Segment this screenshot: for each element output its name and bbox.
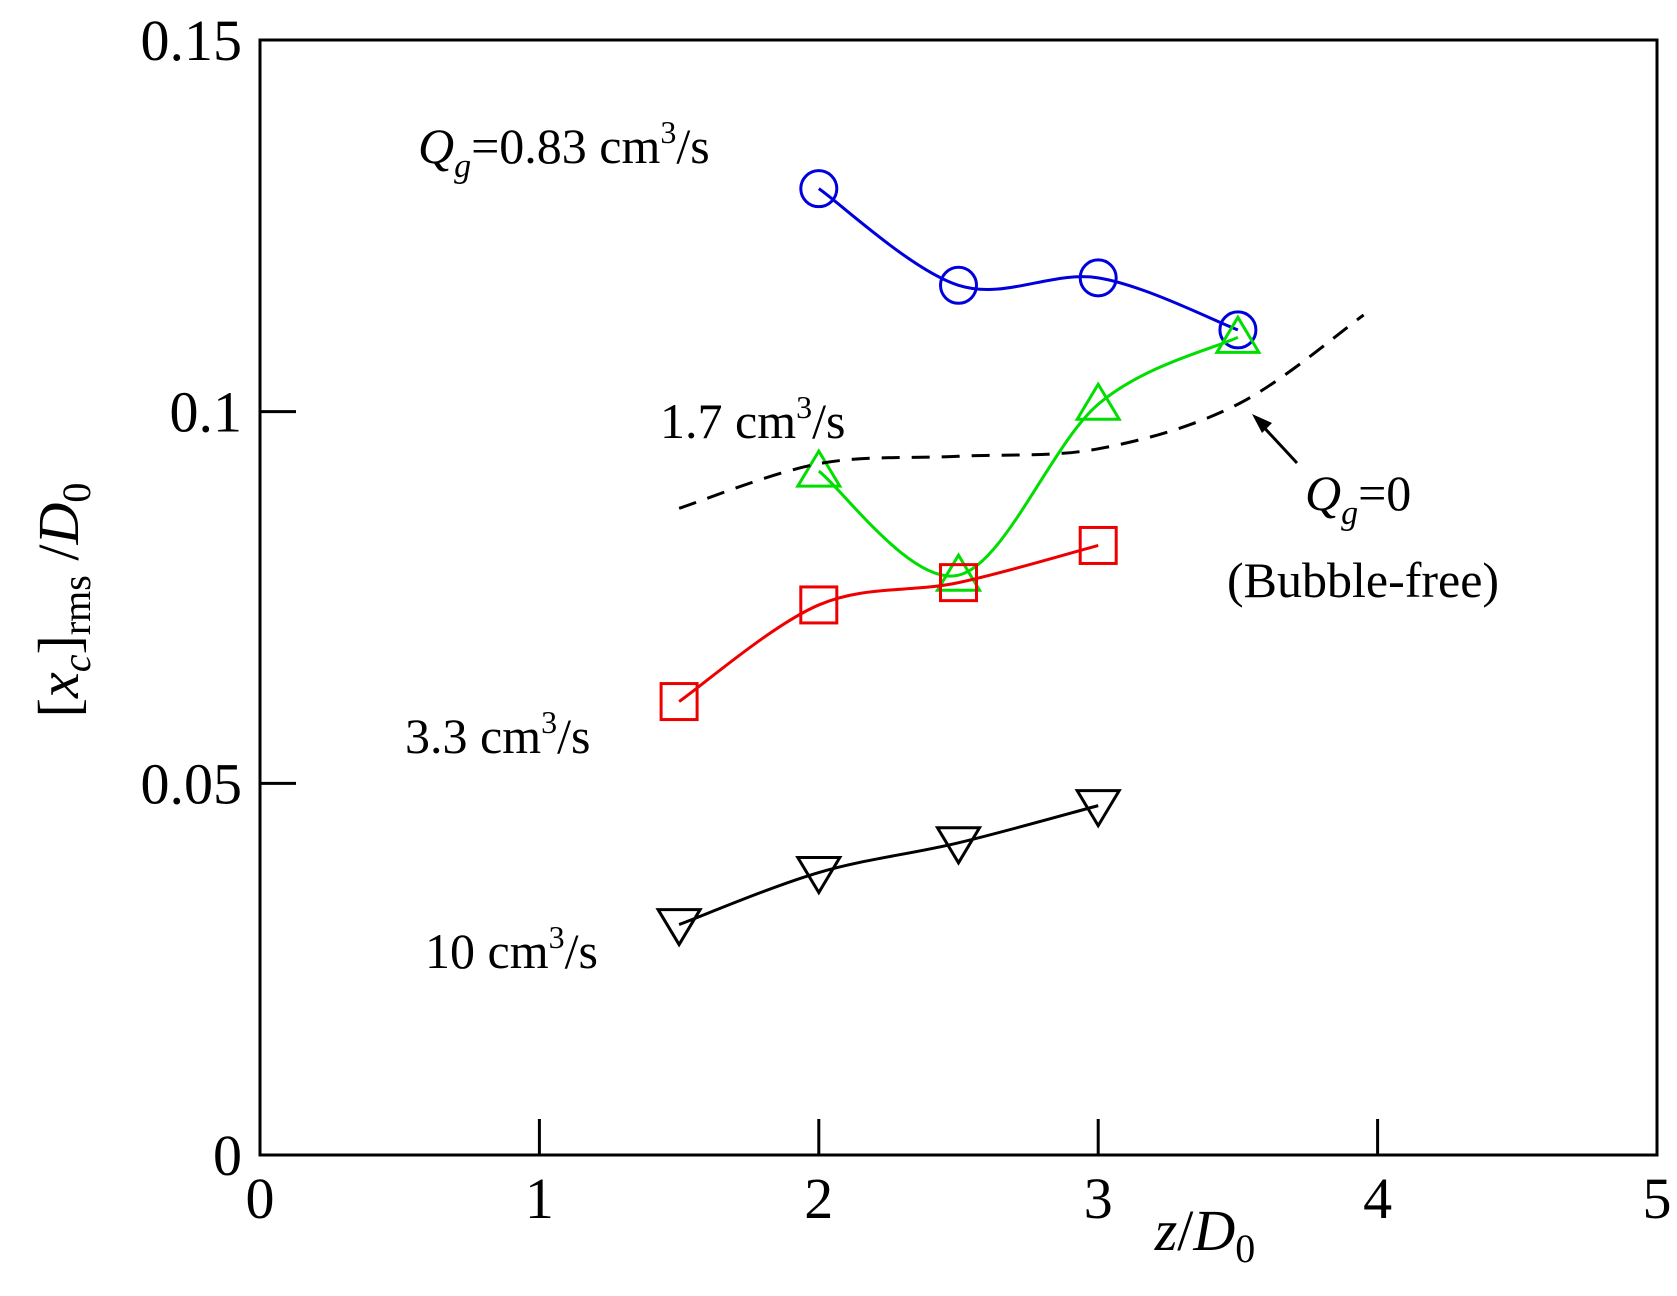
y-tick-label: 0.15 xyxy=(141,8,243,73)
x-tick-label: 4 xyxy=(1363,1166,1392,1231)
annotation-q083-unit: /s xyxy=(676,118,709,174)
y-tick-label: 0.05 xyxy=(141,751,243,816)
series-3 xyxy=(655,789,1122,948)
series-1 xyxy=(795,314,1262,592)
x-tick-label: 2 xyxy=(804,1166,833,1231)
data-point xyxy=(1218,310,1258,350)
x-tick-label: 5 xyxy=(1643,1166,1672,1231)
annotation-q083: Qg=0.83 cm3/s xyxy=(418,114,710,185)
annotation-q33: 3.3 cm3/s xyxy=(405,704,590,764)
data-point xyxy=(1074,381,1122,421)
annotation-q0-g: g xyxy=(1341,495,1358,532)
x-axis-label-sub: 0 xyxy=(1235,1226,1255,1271)
x-tick-label: 1 xyxy=(525,1166,554,1231)
annotation-q17: 1.7 cm3/s xyxy=(660,389,845,449)
annotation-q0-arrowhead xyxy=(1252,414,1272,433)
data-point xyxy=(799,585,839,625)
annotation-q083-q: Q xyxy=(418,118,454,174)
series-line xyxy=(817,187,1239,332)
data-point xyxy=(795,856,843,896)
data-point xyxy=(934,552,983,592)
data-point xyxy=(939,563,978,603)
series-layer xyxy=(655,169,1365,948)
data-point xyxy=(939,265,978,305)
annotation-q17-unit: /s xyxy=(812,393,845,449)
x-axis-label-sep: / xyxy=(1177,1198,1194,1263)
annotation-q33-unit: /s xyxy=(557,708,590,764)
y-axis-label: [xc]rms /D0 xyxy=(26,483,99,718)
series-line xyxy=(678,804,1099,926)
plot-frame xyxy=(258,38,1659,1157)
annotation-q0-value: =0 xyxy=(1358,465,1411,521)
series-line xyxy=(817,335,1239,578)
data-point xyxy=(655,908,703,948)
x-tick-label: 3 xyxy=(1084,1166,1113,1231)
series-line xyxy=(678,544,1099,703)
annotation-q083-sup: 3 xyxy=(660,114,676,150)
annotation-q33-sup: 3 xyxy=(541,704,557,740)
series-0 xyxy=(799,169,1258,350)
data-point xyxy=(795,448,843,488)
y-axis-label-sub: rms xyxy=(54,575,99,635)
annotation-q0-note: (Bubble-free) xyxy=(1227,552,1499,608)
y-axis-label-sep: / xyxy=(26,544,91,576)
x-axis-label-base: D xyxy=(1192,1198,1235,1263)
y-axis-label-var-sub: c xyxy=(54,654,99,672)
y-axis-label-open: [ xyxy=(26,698,91,717)
axes: 0 1 2 3 4 5 0 0.05 0.1 0.15 xyxy=(141,8,1672,1231)
y-tick-label: 0.1 xyxy=(170,380,243,445)
y-axis-label-base: D xyxy=(26,503,91,546)
y-axis-label-var: x xyxy=(26,672,91,699)
annotation-q10-unit: /s xyxy=(565,923,598,979)
data-point xyxy=(659,682,699,722)
x-axis-label: z/D0 xyxy=(1154,1198,1256,1271)
annotation-q083-g: g xyxy=(454,148,471,185)
annotation-q0-q: Q xyxy=(1305,465,1341,521)
annotation-q0: Qg=0 xyxy=(1305,465,1411,532)
y-axis-label-close: ] xyxy=(26,635,91,654)
annotation-q10: 10 cm3/s xyxy=(425,919,598,979)
annotation-q10-sup: 3 xyxy=(549,919,565,955)
data-point xyxy=(799,169,839,209)
series-line xyxy=(678,313,1365,510)
series-2 xyxy=(659,525,1118,722)
data-point xyxy=(1214,314,1262,354)
series-4 xyxy=(678,313,1365,510)
y-axis-label-base-sub: 0 xyxy=(54,483,99,503)
data-point xyxy=(1074,789,1122,829)
data-point xyxy=(1078,525,1118,565)
x-tick-label: 0 xyxy=(246,1166,275,1231)
annotation-q083-value: =0.83 cm xyxy=(471,118,660,174)
annotation-q17-sup: 3 xyxy=(796,389,812,425)
data-point xyxy=(1078,258,1118,298)
annotation-q10-value: 10 cm xyxy=(425,923,549,979)
annotation-q33-value: 3.3 cm xyxy=(405,708,541,764)
x-axis-label-var: z xyxy=(1154,1198,1178,1263)
data-point xyxy=(934,826,983,866)
annotation-q17-value: 1.7 cm xyxy=(660,393,796,449)
y-tick-label: 0 xyxy=(213,1123,242,1188)
